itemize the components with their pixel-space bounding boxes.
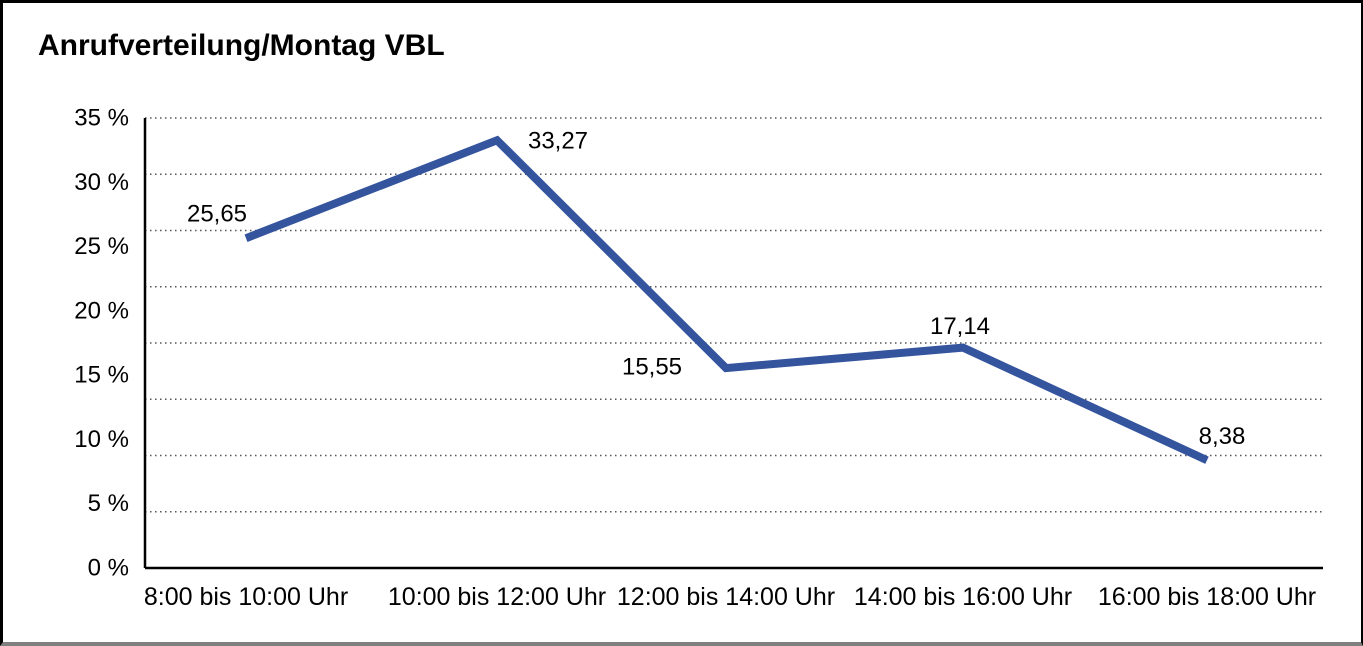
y-tick-label: 15 % (74, 362, 129, 389)
y-tick-label: 5 % (88, 490, 129, 517)
x-tick-label: 16:00 bis 18:00 Uhr (1098, 583, 1316, 611)
y-tick-label: 35 % (74, 105, 129, 132)
data-line (244, 135, 1209, 464)
data-label: 15,55 (622, 354, 682, 381)
chart-title: Anrufverteilung/Montag VBL (38, 29, 445, 62)
x-tick-label: 10:00 bis 12:00 Uhr (388, 583, 606, 611)
data-label: 8,38 (1199, 423, 1246, 450)
data-label: 33,27 (528, 128, 588, 155)
y-tick-label: 30 % (74, 169, 129, 196)
y-tick-label: 20 % (74, 297, 129, 324)
x-tick-label: 14:00 bis 16:00 Uhr (854, 583, 1072, 611)
y-tick-label: 25 % (74, 233, 129, 260)
data-label: 17,14 (930, 313, 990, 340)
y-tick-label: 10 % (74, 426, 129, 453)
data-label: 25,65 (187, 201, 247, 228)
y-tick-label: 0 % (88, 555, 129, 582)
x-tick-label: 8:00 bis 10:00 Uhr (144, 583, 348, 611)
line-chart: 35 % 30 % 25 % 20 % 15 % 10 % 5 % 0 % 8:00 bis 1… (74, 105, 1323, 611)
x-tick-label: 12:00 bis 14:00 Uhr (617, 583, 835, 611)
